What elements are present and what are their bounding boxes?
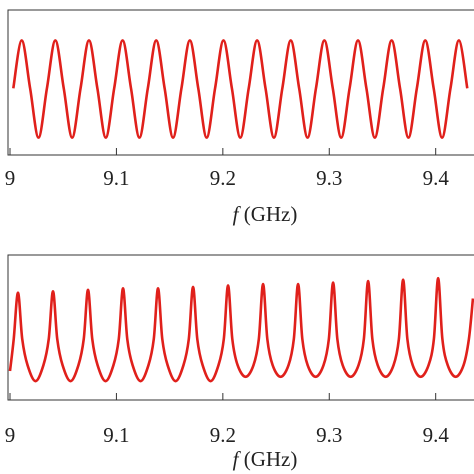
x-axis-symbol: f	[233, 202, 242, 226]
x-tick-label: 9.1	[103, 166, 129, 190]
plot-frame	[7, 254, 474, 401]
x-tick-label: 9	[5, 166, 16, 190]
panel: 9 9.1 9.2 9.3 9.4 f (GHz)	[5, 9, 474, 226]
x-axis-unit: (GHz)	[238, 447, 297, 471]
x-tick-label: 9.3	[316, 166, 342, 190]
plot-frame	[7, 9, 474, 156]
x-tick-label: 9	[5, 423, 16, 447]
x-tick-label: 9.2	[210, 166, 236, 190]
data-line	[8, 276, 474, 383]
x-tick-label: 9.1	[103, 423, 129, 447]
x-axis-unit: (GHz)	[238, 202, 297, 226]
x-axis-label: f (GHz)	[233, 202, 298, 226]
x-axis-label: f (GHz)	[233, 447, 298, 471]
x-axis-symbol: f	[233, 447, 242, 471]
x-tick-label: 9.3	[316, 423, 342, 447]
x-tick-label: 9.4	[423, 166, 450, 190]
x-tick-label: 9.4	[423, 423, 450, 447]
data-line	[12, 39, 469, 139]
panel: 9 9.1 9.2 9.3 9.4 f (GHz)	[5, 254, 474, 471]
x-tick-label: 9.2	[210, 423, 236, 447]
